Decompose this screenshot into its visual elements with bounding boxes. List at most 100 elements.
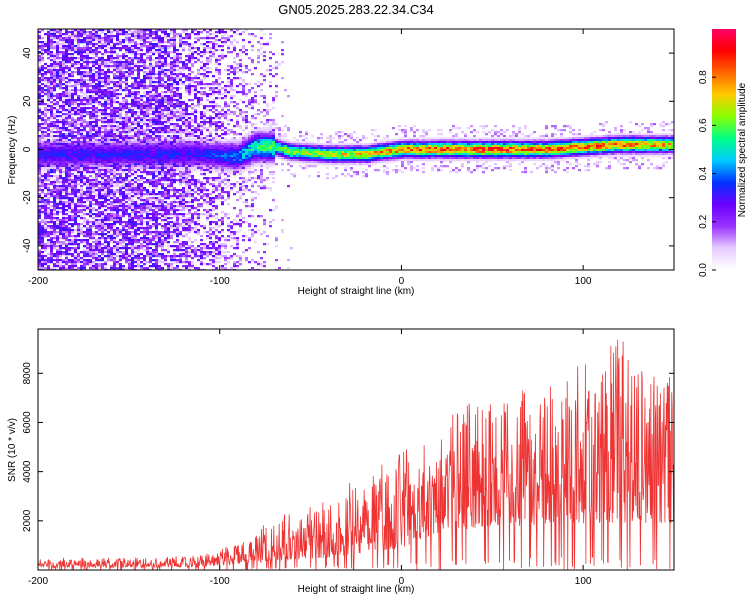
spectrogram-cell (149, 47, 152, 50)
spectrogram-cell (116, 165, 119, 168)
spectrogram-cell (56, 43, 59, 46)
spectrogram-cell (65, 127, 68, 130)
spectrogram-cell (122, 45, 125, 48)
spectrogram-cell (86, 253, 89, 256)
spectrogram-cell (137, 259, 140, 262)
spectrogram-cell (152, 263, 155, 266)
spectrogram-cell (167, 151, 170, 154)
spectrogram-cell (77, 253, 80, 256)
spectrogram-cell (125, 119, 128, 122)
spectrogram-cell (134, 69, 137, 72)
spectrogram-cell (158, 197, 161, 200)
spectrogram-cell (164, 187, 167, 190)
spectrogram-cell (71, 229, 74, 232)
spectrogram-cell (74, 57, 77, 60)
spectrogram-cell (74, 247, 77, 250)
spectrogram-cell (110, 103, 113, 106)
spectrogram-cell (119, 157, 122, 160)
spectrogram-cell (62, 179, 65, 182)
spectrogram-cell (74, 141, 77, 144)
spectrogram-cell (122, 81, 125, 84)
spectrogram-cell (161, 103, 164, 106)
spectrogram-cell (140, 195, 143, 198)
spectrogram-cell (47, 225, 50, 228)
spectrogram-cell (86, 205, 89, 208)
spectrogram-cell (62, 77, 65, 80)
spectrogram-cell (62, 141, 65, 144)
spectrogram-cell (71, 261, 74, 264)
spectrogram-cell (128, 225, 131, 228)
spectrogram-cell (158, 201, 161, 204)
spectrogram-cell (176, 117, 179, 120)
spectrogram-cell (149, 85, 152, 88)
spectrogram-cell (134, 207, 137, 210)
spectrogram-cell (65, 59, 68, 62)
spectrogram-cell (68, 261, 71, 264)
spectrogram-cell (92, 253, 95, 256)
spectrogram-cell (38, 185, 41, 188)
spectrogram-cell (140, 113, 143, 116)
spectrogram-cell (59, 203, 62, 206)
spectrogram-cell (101, 53, 104, 56)
spectrogram-cell (137, 67, 140, 70)
spectrogram-cell (179, 181, 182, 184)
spectrogram-cell (140, 105, 143, 108)
spectrogram-cell (125, 249, 128, 252)
spectrogram-cell (167, 89, 170, 92)
spectrogram-cell (44, 133, 47, 136)
spectrogram-cell (122, 267, 125, 270)
spectrogram-cell (191, 163, 194, 166)
spectrogram-cell (122, 247, 125, 250)
spectrogram-cell (125, 141, 128, 144)
spectrogram-cell (56, 259, 59, 262)
spectrogram-cell (62, 93, 65, 96)
spectrogram-cell (89, 203, 92, 206)
spectrogram-cell (44, 79, 47, 82)
spectrogram-cell (83, 163, 86, 166)
spectrogram-cell (116, 213, 119, 216)
spectrogram-cell (149, 51, 152, 54)
spectrogram-cell (68, 173, 71, 176)
spectrogram-cell (101, 73, 104, 76)
spectrogram-cell (92, 63, 95, 66)
spectrogram-cell (80, 29, 83, 32)
spectrogram-cell (38, 123, 41, 126)
spectrogram-cell (44, 89, 47, 92)
spectrogram-cell (101, 97, 104, 100)
spectrogram-cell (182, 107, 185, 110)
spectrogram-cell (152, 47, 155, 50)
spectrogram-cell (182, 245, 185, 248)
spectrogram-cell (191, 65, 194, 68)
spectrogram-cell (161, 163, 164, 166)
spectrogram-cell (41, 147, 44, 150)
spectrogram-cell (173, 175, 176, 178)
spectrogram-cell (182, 29, 185, 32)
spectrogram-cell (158, 75, 161, 78)
spectrogram-cell (56, 105, 59, 108)
spectrogram-cell (119, 133, 122, 136)
spectrogram-cell (125, 33, 128, 36)
spectrogram-cell (89, 229, 92, 232)
spectrogram-cell (188, 163, 191, 166)
spectrogram-cell (53, 145, 56, 148)
spectrogram-cell (143, 35, 146, 38)
spectrogram-cell (98, 251, 101, 254)
spectrogram-cell (65, 249, 68, 252)
spectrogram-cell (155, 111, 158, 114)
spectrogram-cell (161, 219, 164, 222)
spectrogram-cell (110, 185, 113, 188)
spectrogram-cell (71, 267, 74, 270)
spectrogram-cell (176, 179, 179, 182)
spectrogram-cell (56, 151, 59, 154)
spectrogram-cell (107, 113, 110, 116)
spectrogram-cell (44, 119, 47, 122)
spectrogram-cell (179, 115, 182, 118)
spectrogram-cell (89, 193, 92, 196)
spectrogram-cell (170, 255, 173, 258)
spectrogram-cell (191, 263, 194, 266)
spectrogram-cell (173, 127, 176, 130)
spectrogram-cell (101, 257, 104, 260)
spectrogram-cell (116, 221, 119, 224)
spectrogram-cell (71, 187, 74, 190)
spectrogram-cell (38, 71, 41, 74)
